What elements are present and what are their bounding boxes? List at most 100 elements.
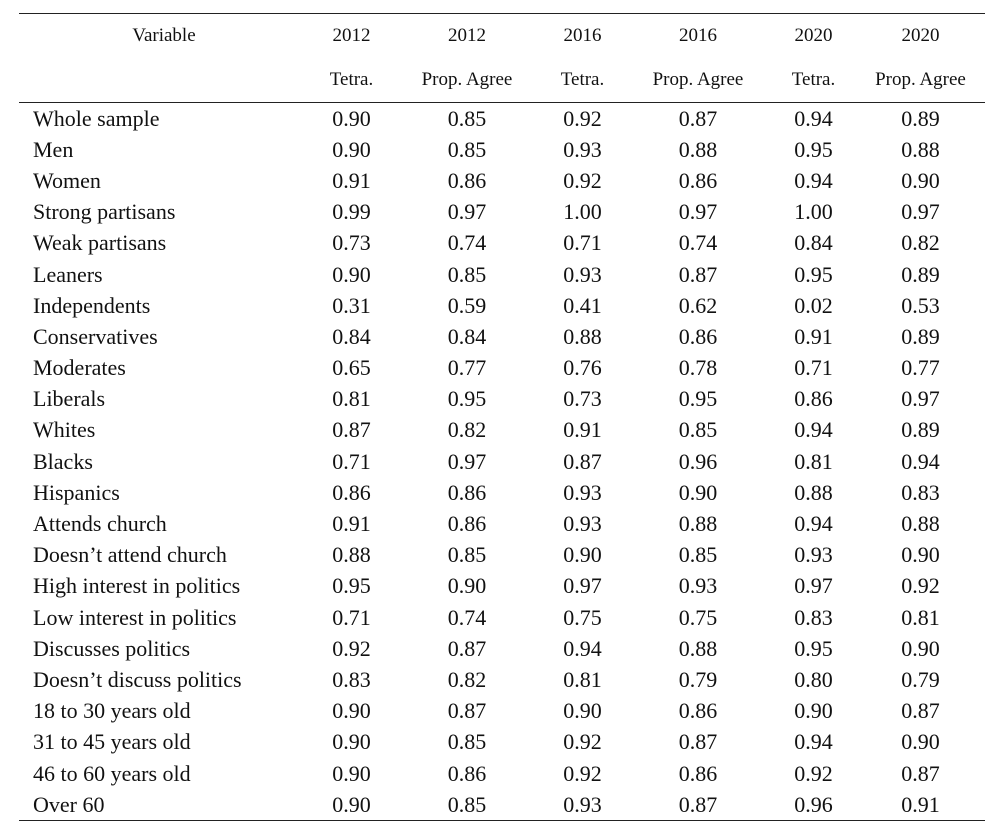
table-cell: 0.84 [332, 323, 371, 349]
table-row: Discusses politics 0.92 0.87 0.94 0.88 0.95 0.… [19, 633, 985, 664]
table-cell: 0.77 [901, 355, 940, 381]
row-label: 31 to 45 years old [33, 729, 191, 755]
table-cell: 0.90 [332, 136, 371, 162]
table-row: 31 to 45 years old 0.90 0.85 0.92 0.87 0.94 0.… [19, 727, 985, 758]
row-label: Blacks [33, 448, 93, 474]
table-cell: 0.88 [901, 136, 940, 162]
table-cell: 0.88 [563, 323, 602, 349]
table-cell: 0.95 [794, 635, 833, 661]
table-cell: 0.90 [332, 791, 371, 817]
table-row: High interest in politics 0.95 0.90 0.97 0.9… [19, 571, 985, 602]
row-label: 46 to 60 years old [33, 760, 191, 786]
row-label: 18 to 30 years old [33, 698, 191, 724]
table-cell: 0.83 [332, 666, 371, 692]
table-cell: 0.93 [563, 261, 602, 287]
table-cell: 0.92 [901, 573, 940, 599]
table-cell: 0.97 [901, 199, 940, 225]
table-cell: 0.87 [563, 448, 602, 474]
row-label: Attends church [33, 511, 167, 537]
table-cell: 0.93 [563, 791, 602, 817]
row-label: Doesn’t attend church [33, 542, 227, 568]
table-cell: 0.90 [901, 635, 940, 661]
table-cell: 0.87 [901, 760, 940, 786]
table-cell: 0.86 [332, 479, 371, 505]
table-cell: 0.86 [678, 167, 718, 193]
table-row: Women 0.91 0.86 0.92 0.86 0.94 0.90 [19, 165, 985, 196]
table-row: Low interest in politics 0.71 0.74 0.75 0.75… [19, 602, 985, 633]
table-cell: 0.93 [563, 136, 602, 162]
header-row-measures: Tetra. Prop. Agree Tetra. Prop. Agree Te… [19, 58, 985, 103]
table-cell: 0.81 [563, 666, 602, 692]
table-cell: 0.94 [794, 729, 833, 755]
table-cell: 0.79 [901, 666, 940, 692]
table-cell: 0.90 [794, 698, 833, 724]
table-cell: 0.87 [901, 698, 940, 724]
data-table-container: Variable 2012 2012 2016 2016 2020 2020 T… [19, 13, 985, 822]
table-cell: 0.83 [794, 604, 833, 630]
row-label: Men [33, 136, 74, 162]
table-cell: 0.84 [447, 323, 487, 349]
table-cell: 0.87 [678, 261, 718, 287]
table-cell: 0.95 [447, 386, 487, 412]
row-label: High interest in politics [33, 573, 241, 599]
row-label: Whites [33, 417, 96, 443]
table-row: Whites 0.87 0.82 0.91 0.85 0.94 0.89 [19, 415, 985, 446]
row-label: Hispanics [33, 479, 120, 505]
table-cell: 0.82 [447, 417, 487, 443]
table-cell: 0.86 [678, 698, 718, 724]
table-cell: 0.86 [678, 760, 718, 786]
header-measure: Prop. Agree [875, 69, 966, 90]
table-row: Strong partisans 0.99 0.97 1.00 0.97 1.00 0.97 [19, 197, 985, 228]
table-cell: 0.88 [901, 511, 940, 537]
table-cell: 0.74 [447, 604, 487, 630]
table-cell: 0.85 [678, 542, 718, 568]
table-cell: 0.82 [901, 230, 940, 256]
table-cell: 0.93 [794, 542, 833, 568]
table-cell: 0.86 [447, 511, 487, 537]
table-cell: 0.88 [678, 635, 718, 661]
table-cell: 0.75 [678, 604, 718, 630]
table-cell: 0.97 [563, 573, 602, 599]
table-cell: 0.90 [332, 105, 371, 131]
header-measure: Prop. Agree [421, 69, 513, 90]
table-cell: 0.92 [332, 635, 371, 661]
table-cell: 0.90 [332, 729, 371, 755]
table-row: Leaners 0.90 0.85 0.93 0.87 0.95 0.89 [19, 259, 985, 290]
table-cell: 0.02 [794, 292, 833, 318]
header-year: 2016 [563, 25, 602, 46]
table-row: Attends church 0.91 0.86 0.93 0.88 0.94 0.88 [19, 508, 985, 539]
table-row: Conservatives 0.84 0.84 0.88 0.86 0.91 0.89 [19, 321, 985, 352]
table-header: Variable 2012 2012 2016 2016 2020 2020 T… [19, 14, 985, 103]
table-cell: 0.97 [678, 199, 718, 225]
table-cell: 0.96 [794, 791, 833, 817]
table-cell: 0.89 [901, 323, 940, 349]
table-cell: 0.75 [563, 604, 602, 630]
table-cell: 0.89 [901, 105, 940, 131]
table-cell: 0.85 [447, 542, 487, 568]
table-cell: 0.93 [563, 479, 602, 505]
table-cell: 0.90 [332, 760, 371, 786]
table-cell: 0.88 [678, 136, 718, 162]
table-cell: 0.95 [794, 261, 833, 287]
table-cell: 0.90 [563, 698, 602, 724]
table-cell: 0.93 [563, 511, 602, 537]
table-cell: 0.82 [447, 666, 487, 692]
table-cell: 0.86 [447, 167, 487, 193]
table-cell: 0.86 [794, 386, 833, 412]
table-cell: 0.62 [678, 292, 718, 318]
table-cell: 0.90 [332, 698, 371, 724]
table-cell: 0.41 [563, 292, 602, 318]
table-cell: 0.81 [901, 604, 940, 630]
row-label: Leaners [33, 261, 103, 287]
row-label: Conservatives [33, 323, 158, 349]
row-label: Discusses politics [33, 635, 191, 661]
table-cell: 0.77 [447, 355, 487, 381]
table-cell: 0.97 [794, 573, 833, 599]
table-cell: 0.85 [447, 261, 487, 287]
table-row: Liberals 0.81 0.95 0.73 0.95 0.86 0.97 [19, 384, 985, 415]
table-cell: 0.89 [901, 417, 940, 443]
table-cell: 0.76 [563, 355, 602, 381]
table-cell: 0.81 [332, 386, 371, 412]
table-cell: 0.87 [332, 417, 371, 443]
table-cell: 0.85 [447, 136, 487, 162]
